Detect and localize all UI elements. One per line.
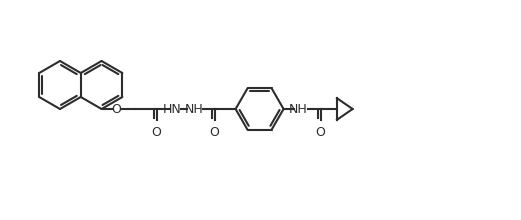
Text: O: O [111, 103, 121, 116]
Text: NH: NH [185, 103, 204, 116]
Text: O: O [209, 126, 219, 139]
Text: O: O [316, 126, 326, 139]
Text: HN: HN [163, 103, 182, 116]
Text: O: O [152, 126, 162, 139]
Text: NH: NH [289, 103, 308, 116]
